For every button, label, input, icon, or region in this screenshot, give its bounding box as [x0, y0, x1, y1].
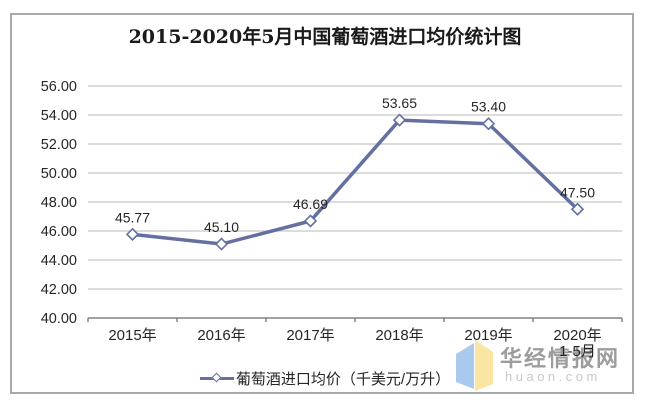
chart-title: 2015-2020年5月中国葡萄酒进口均价统计图: [128, 26, 522, 48]
x-axis-category-label: 2016年: [197, 327, 245, 344]
y-axis-tick-label: 44.00: [41, 253, 77, 269]
data-point-label: 47.50: [560, 184, 595, 200]
chart-legend: 葡萄酒进口均价（千美元/万升）: [0, 367, 650, 389]
x-axis-category-label: 1-5月: [559, 343, 596, 360]
series-line: [130, 118, 580, 246]
y-axis-tick-label: 40.00: [41, 311, 77, 327]
y-axis-tick-label: 42.00: [41, 282, 77, 298]
legend-diamond-icon: [211, 372, 222, 383]
watermark-site-name: 华经情报网: [500, 346, 621, 371]
x-axis-category-label: 2020年: [553, 327, 601, 344]
y-axis-tick-label: 46.00: [41, 224, 77, 240]
x-axis-category-label: 2019年: [464, 327, 512, 344]
data-point-marker: [392, 113, 407, 127]
x-axis-category-label: 2017年: [286, 327, 334, 344]
x-axis-category-label: 2015年: [108, 327, 156, 344]
open-book-logo-icon: [456, 340, 493, 391]
data-point-label: 53.40: [471, 99, 506, 115]
data-point-label: 45.10: [204, 219, 239, 235]
data-point-label: 46.69: [293, 196, 328, 212]
data-point-marker: [570, 202, 585, 216]
data-point-marker: [481, 117, 496, 131]
data-point-marker: [214, 237, 229, 251]
watermark: 华经情报网 huaon.com: [456, 338, 641, 393]
y-axis-tick-label: 56.00: [41, 79, 77, 95]
y-axis-tick-label: 48.00: [41, 195, 77, 211]
chart-outer-border: [10, 13, 634, 394]
data-point-label: 53.65: [382, 95, 417, 111]
data-point-marker: [303, 214, 318, 228]
data-point-marker: [125, 227, 140, 241]
legend-series-label: 葡萄酒进口均价（千美元/万升）: [235, 370, 451, 388]
watermark-site-domain: huaon.com: [505, 369, 601, 384]
legend-line-marker-icon: [199, 372, 234, 384]
y-axis-tick-label: 54.00: [41, 108, 77, 124]
data-point-label: 45.77: [115, 209, 150, 225]
x-axis-category-label: 2018年: [375, 327, 423, 344]
y-axis-tick-label: 50.00: [41, 166, 77, 182]
y-axis-tick-label: 52.00: [41, 137, 77, 153]
